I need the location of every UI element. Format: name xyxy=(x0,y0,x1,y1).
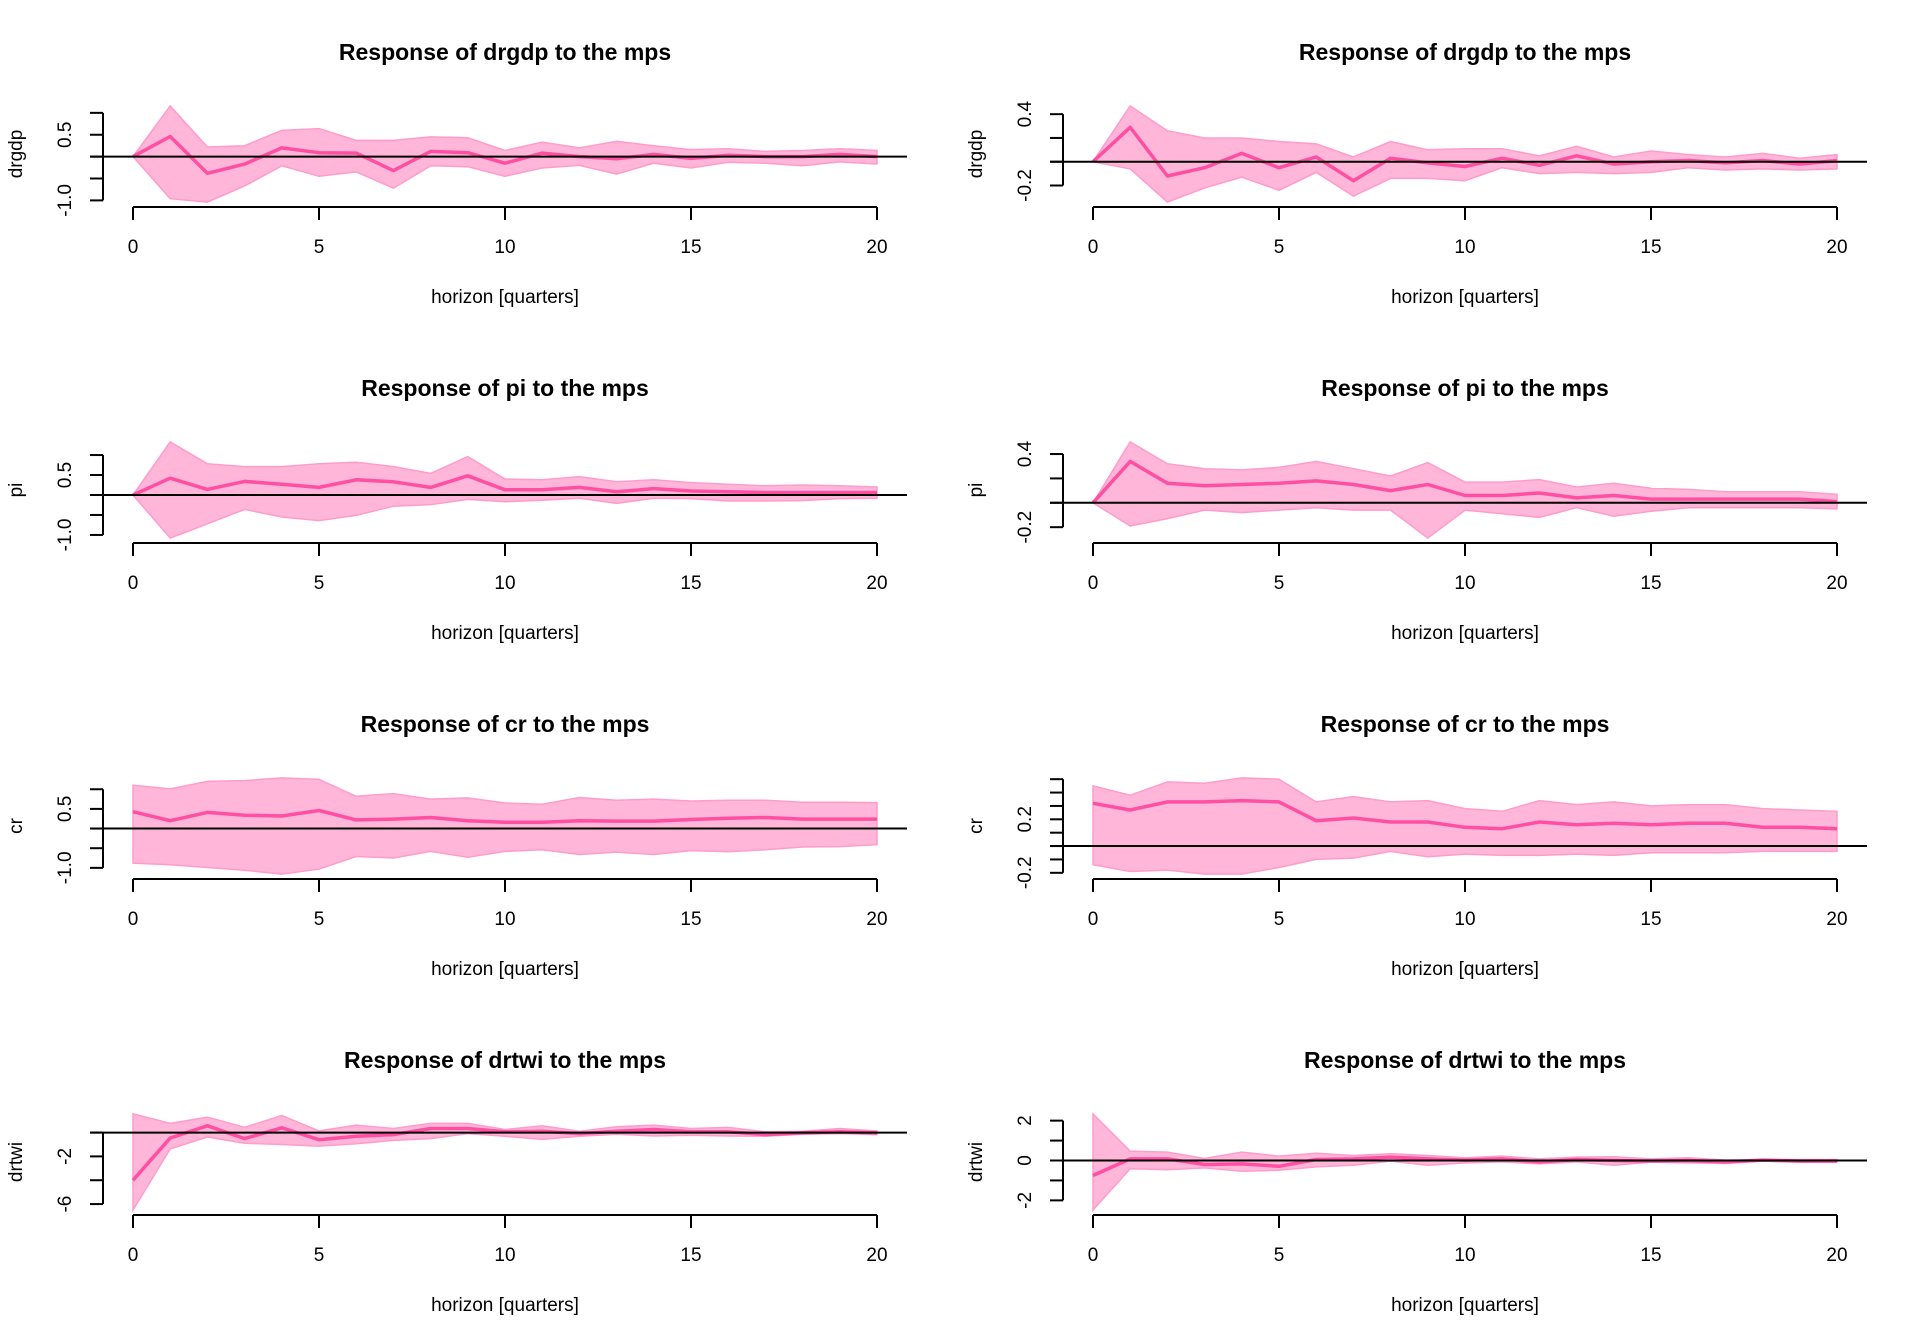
x-tick-label: 5 xyxy=(1274,909,1285,930)
x-tick-label: 15 xyxy=(680,237,701,258)
x-tick-label: 20 xyxy=(1826,909,1847,930)
irf-panel-drtwi-left: Response of drtwi to the mps -2 -6 drtwi 0 5 1… xyxy=(6,1047,907,1316)
x-tick-label: 0 xyxy=(1088,237,1099,258)
y-tick-label: 2 xyxy=(1015,1115,1036,1126)
y-tick-label: -6 xyxy=(55,1196,76,1213)
confidence-band xyxy=(132,104,878,203)
chart-title: Response of pi to the mps xyxy=(361,375,649,401)
x-tick-label: 0 xyxy=(128,909,139,930)
x-tick-label: 10 xyxy=(494,237,515,258)
chart-title: Response of drtwi to the mps xyxy=(344,1047,666,1073)
x-tick-label: 5 xyxy=(314,909,325,930)
y-axis-label: pi xyxy=(966,483,987,498)
x-tick-label: 5 xyxy=(314,1245,325,1266)
x-tick-label: 10 xyxy=(494,1245,515,1266)
irf-panel-drgdp-right: Response of drgdp to the mps 0.4 -0.2 drgdp… xyxy=(966,39,1867,308)
y-tick-label: -1.0 xyxy=(55,851,76,884)
x-tick-label: 5 xyxy=(1274,1245,1285,1266)
x-axis-label: horizon [quarters] xyxy=(431,959,579,980)
x-tick-label: 0 xyxy=(1088,1245,1099,1266)
x-tick-label: 20 xyxy=(866,573,887,594)
x-tick-label: 15 xyxy=(1640,1245,1661,1266)
x-axis-label: horizon [quarters] xyxy=(1391,287,1539,308)
chart-title: Response of pi to the mps xyxy=(1321,375,1609,401)
y-tick-label: -1.0 xyxy=(55,519,76,552)
impulse-response-line xyxy=(132,808,877,825)
confidence-band xyxy=(132,1112,878,1213)
y-tick-label: 0.5 xyxy=(55,796,76,822)
x-tick-label: 10 xyxy=(494,909,515,930)
confidence-band xyxy=(132,777,878,875)
irf-panel-pi-left: Response of pi to the mps 0.5 -1.0 pi 0 5 10 15… xyxy=(6,375,907,644)
x-axis-label: horizon [quarters] xyxy=(1391,959,1539,980)
x-tick-label: 0 xyxy=(128,1245,139,1266)
x-tick-label: 5 xyxy=(1274,237,1285,258)
confidence-band xyxy=(1091,440,1838,540)
x-tick-label: 15 xyxy=(680,909,701,930)
y-axis-label: pi xyxy=(6,483,27,498)
x-tick-label: 10 xyxy=(1454,909,1475,930)
y-axis-label: drgdp xyxy=(966,130,987,179)
y-tick-label: 0.4 xyxy=(1015,101,1036,128)
y-tick-label: 0.5 xyxy=(55,462,76,488)
x-tick-label: 10 xyxy=(1454,573,1475,594)
y-tick-label: 0.4 xyxy=(1015,440,1036,467)
chart-title: Response of drtwi to the mps xyxy=(1304,1047,1626,1073)
x-tick-label: 15 xyxy=(1640,909,1661,930)
x-axis-label: horizon [quarters] xyxy=(1391,623,1539,644)
y-tick-label: 0 xyxy=(1015,1155,1036,1166)
chart-title: Response of drgdp to the mps xyxy=(339,39,671,65)
x-tick-label: 20 xyxy=(866,237,887,258)
y-tick-label: -0.2 xyxy=(1015,856,1036,889)
x-axis-label: horizon [quarters] xyxy=(1391,1295,1539,1316)
y-tick-label: 0.2 xyxy=(1015,806,1036,832)
impulse-response-line xyxy=(1092,798,1838,831)
x-tick-label: 0 xyxy=(128,237,139,258)
x-tick-label: 15 xyxy=(680,573,701,594)
chart-title: Response of cr to the mps xyxy=(1321,711,1610,737)
x-tick-label: 15 xyxy=(1640,237,1661,258)
y-axis-label: drgdp xyxy=(6,130,27,179)
x-tick-label: 10 xyxy=(1454,1245,1475,1266)
x-tick-label: 20 xyxy=(866,909,887,930)
x-tick-label: 20 xyxy=(1826,1245,1847,1266)
y-axis-label: drtwi xyxy=(6,1142,27,1182)
y-tick-label: -2 xyxy=(1015,1192,1036,1209)
y-axis-label: cr xyxy=(6,817,27,834)
x-tick-label: 10 xyxy=(1454,237,1475,258)
y-tick-label: -0.2 xyxy=(1015,169,1036,202)
x-tick-label: 5 xyxy=(314,573,325,594)
x-tick-label: 0 xyxy=(1088,909,1099,930)
y-tick-label: -2 xyxy=(55,1148,76,1165)
x-tick-label: 10 xyxy=(494,573,515,594)
chart-title: Response of drgdp to the mps xyxy=(1299,39,1631,65)
confidence-band xyxy=(1091,104,1838,203)
y-tick-label: 0.5 xyxy=(55,122,76,148)
y-axis-label: cr xyxy=(966,817,987,834)
x-tick-label: 0 xyxy=(1088,573,1099,594)
irf-panel-cr-right: Response of cr to the mps 0.2 -0.2 cr 0 5 10 15… xyxy=(966,711,1867,980)
x-tick-label: 20 xyxy=(1826,237,1847,258)
x-tick-label: 15 xyxy=(1640,573,1661,594)
x-tick-label: 15 xyxy=(680,1245,701,1266)
x-axis-label: horizon [quarters] xyxy=(431,1295,579,1316)
impulse-response-line xyxy=(1091,459,1838,504)
x-tick-label: 5 xyxy=(1274,573,1285,594)
irf-panel-cr-left: Response of cr to the mps 0.5 -1.0 cr 0 5 10 15… xyxy=(6,711,907,980)
chart-title: Response of cr to the mps xyxy=(361,711,650,737)
y-tick-label: -0.2 xyxy=(1015,511,1036,544)
x-tick-label: 5 xyxy=(314,237,325,258)
x-tick-label: 20 xyxy=(866,1245,887,1266)
x-tick-label: 20 xyxy=(1826,573,1847,594)
irf-panel-pi-right: Response of pi to the mps 0.4 -0.2 pi 0 5 10 15… xyxy=(966,375,1867,644)
y-axis-label: drtwi xyxy=(966,1142,987,1182)
y-tick-label: -1.0 xyxy=(55,184,76,217)
x-axis-label: horizon [quarters] xyxy=(431,623,579,644)
irf-panel-drgdp-left: Response of drgdp to the mps 0.5 -1.0 drgdp… xyxy=(6,39,907,308)
x-axis-label: horizon [quarters] xyxy=(431,287,579,308)
x-tick-label: 0 xyxy=(128,573,139,594)
